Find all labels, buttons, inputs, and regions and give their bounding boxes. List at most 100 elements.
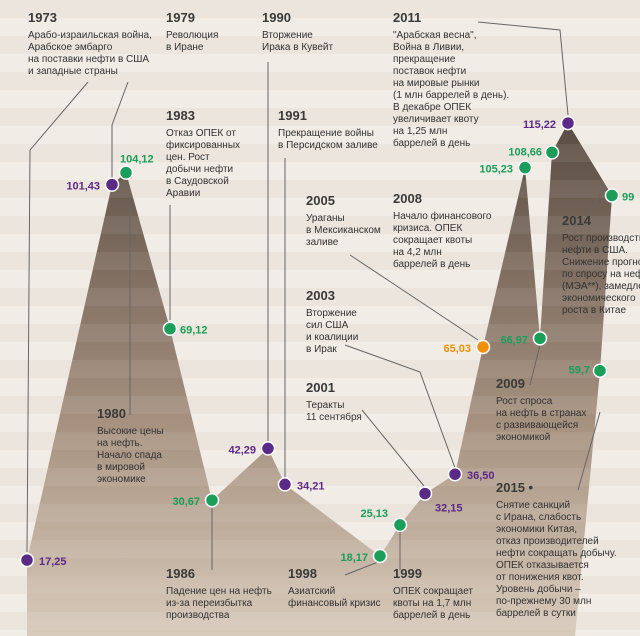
data-point xyxy=(260,441,276,456)
annotation-text: в Саудовской xyxy=(166,176,229,187)
value-label: 32,15 xyxy=(435,503,463,515)
annotation-text: сил США xyxy=(306,320,349,331)
value-label: 18,17 xyxy=(340,552,368,564)
value-label: 101,43 xyxy=(66,181,100,193)
data-point xyxy=(532,331,548,346)
annotation-text: баррелей в день xyxy=(393,258,470,270)
value-label: 104,12 xyxy=(120,154,154,166)
leader-line xyxy=(26,81,89,553)
band-stripe xyxy=(0,252,640,270)
value-label: 105,23 xyxy=(479,164,513,176)
annotation-text: Теракты xyxy=(306,400,345,411)
leader-line xyxy=(477,21,569,116)
data-point xyxy=(277,477,293,492)
band-stripe xyxy=(27,576,612,594)
annotation-year: 1980 xyxy=(97,406,126,421)
annotation-text: в мировой xyxy=(97,462,145,473)
annotation-text: (1 млн баррелей в день). xyxy=(393,89,509,101)
data-point xyxy=(544,145,560,160)
leader-line xyxy=(111,81,129,178)
value-label: 42,29 xyxy=(228,444,256,456)
annotation-text: производства xyxy=(166,610,230,621)
annotation-year: 1973 xyxy=(28,10,57,25)
value-label: 115,22 xyxy=(523,119,556,131)
band-stripe xyxy=(0,0,640,18)
leader-line xyxy=(577,411,601,491)
leader-line xyxy=(344,561,379,576)
annotation-text: на поставки нефти в США xyxy=(28,53,149,65)
leader-line xyxy=(344,344,456,469)
annotation-text: добычи нефти xyxy=(166,163,233,175)
annotation-text: заливе xyxy=(306,237,339,248)
data-point xyxy=(592,363,608,378)
annotation-text: Азиатский xyxy=(288,586,335,597)
band-stripe xyxy=(0,180,640,198)
annotation-text: Вторжение xyxy=(262,30,313,41)
annotation-text: финансовый кризис xyxy=(288,597,381,609)
value-label: 65,03 xyxy=(443,343,471,355)
annotation-text: Уровень добычи – xyxy=(496,583,581,595)
annotation-text: Аравии xyxy=(166,188,200,199)
annotation-text: Начало финансового xyxy=(393,210,492,222)
data-point xyxy=(372,548,388,564)
annotation-year: 2005 xyxy=(306,193,335,208)
annotation-text: экономики Китая, xyxy=(496,524,577,535)
annotation-text: в Ирак xyxy=(306,344,337,355)
annotation-year: 2003 xyxy=(306,288,335,303)
annotation-text: баррелей в день xyxy=(393,137,470,149)
annotation-text: Высокие цены xyxy=(97,426,164,437)
leader-line xyxy=(349,254,479,341)
band-stripe xyxy=(0,144,640,162)
annotation-text: в Мексиканском xyxy=(306,225,381,236)
data-point xyxy=(118,165,134,180)
annotation-text: кризиса. ОПЕК xyxy=(393,223,462,234)
annotation-year: 1979 xyxy=(166,10,195,25)
annotation-text: цен. Рост xyxy=(166,152,210,163)
annotation-text: Снятие санкций xyxy=(496,500,570,511)
annotation-text: нефти сокращать добычу. xyxy=(496,547,617,559)
data-point xyxy=(162,321,178,336)
annotation-year: 2011 xyxy=(393,10,421,25)
band-stripe xyxy=(0,72,640,90)
value-label: 34,21 xyxy=(297,480,325,492)
annotation-text: "Арабская весна", xyxy=(393,29,476,41)
data-point xyxy=(19,552,35,568)
annotation-text: Рост производства xyxy=(562,233,640,244)
annotation-text: (МЭА**), замедление xyxy=(562,281,640,292)
band-stripe xyxy=(0,108,640,126)
value-label: 59,7 xyxy=(569,365,590,377)
leader-line xyxy=(584,184,606,223)
value-label: 30,67 xyxy=(172,496,200,508)
annotation-text: по спросу на нефть xyxy=(562,268,640,280)
annotation-text: Начало спада xyxy=(97,450,162,461)
price-area xyxy=(27,123,612,636)
annotation-text: Отказ ОПЕК от xyxy=(166,128,236,139)
band-stripe xyxy=(27,504,612,522)
value-label: 108,66 xyxy=(508,146,542,158)
annotation-text: Ураганы xyxy=(306,213,345,224)
annotation-text: с развивающейся xyxy=(496,420,578,431)
annotation-text: квоты на 1,7 млн xyxy=(393,598,471,609)
annotation-year: 1991 xyxy=(278,108,307,123)
annotation-text: и западные страны xyxy=(28,66,118,77)
annotation-text: на нефть. xyxy=(97,437,143,449)
annotation-text: Прекращение войны xyxy=(278,128,374,139)
annotation-text: Ирака в Кувейт xyxy=(262,42,334,53)
annotation-text: и коалиции xyxy=(306,332,358,343)
band-stripe xyxy=(0,36,640,54)
data-point xyxy=(417,486,433,501)
annotation-text: от понижения квот. xyxy=(496,572,584,583)
annotation-text: на 4,2 млн xyxy=(393,247,442,258)
annotation-text: ОПЕК отказывается xyxy=(496,560,589,571)
annotation-text: Рост спроса xyxy=(496,396,553,407)
annotation-text: в Иране xyxy=(166,42,204,53)
annotation-text: 11 сентября xyxy=(306,411,362,423)
annotation-text: отказ производителей xyxy=(496,536,599,547)
data-point xyxy=(475,339,491,355)
annotation-text: по-прежнему 30 млн xyxy=(496,596,591,607)
band-stripe xyxy=(27,540,612,558)
annotation-text: Революция xyxy=(166,30,218,41)
annotation-text: фиксированных xyxy=(166,139,240,151)
annotation-text: ОПЕК сокращает xyxy=(393,586,473,597)
